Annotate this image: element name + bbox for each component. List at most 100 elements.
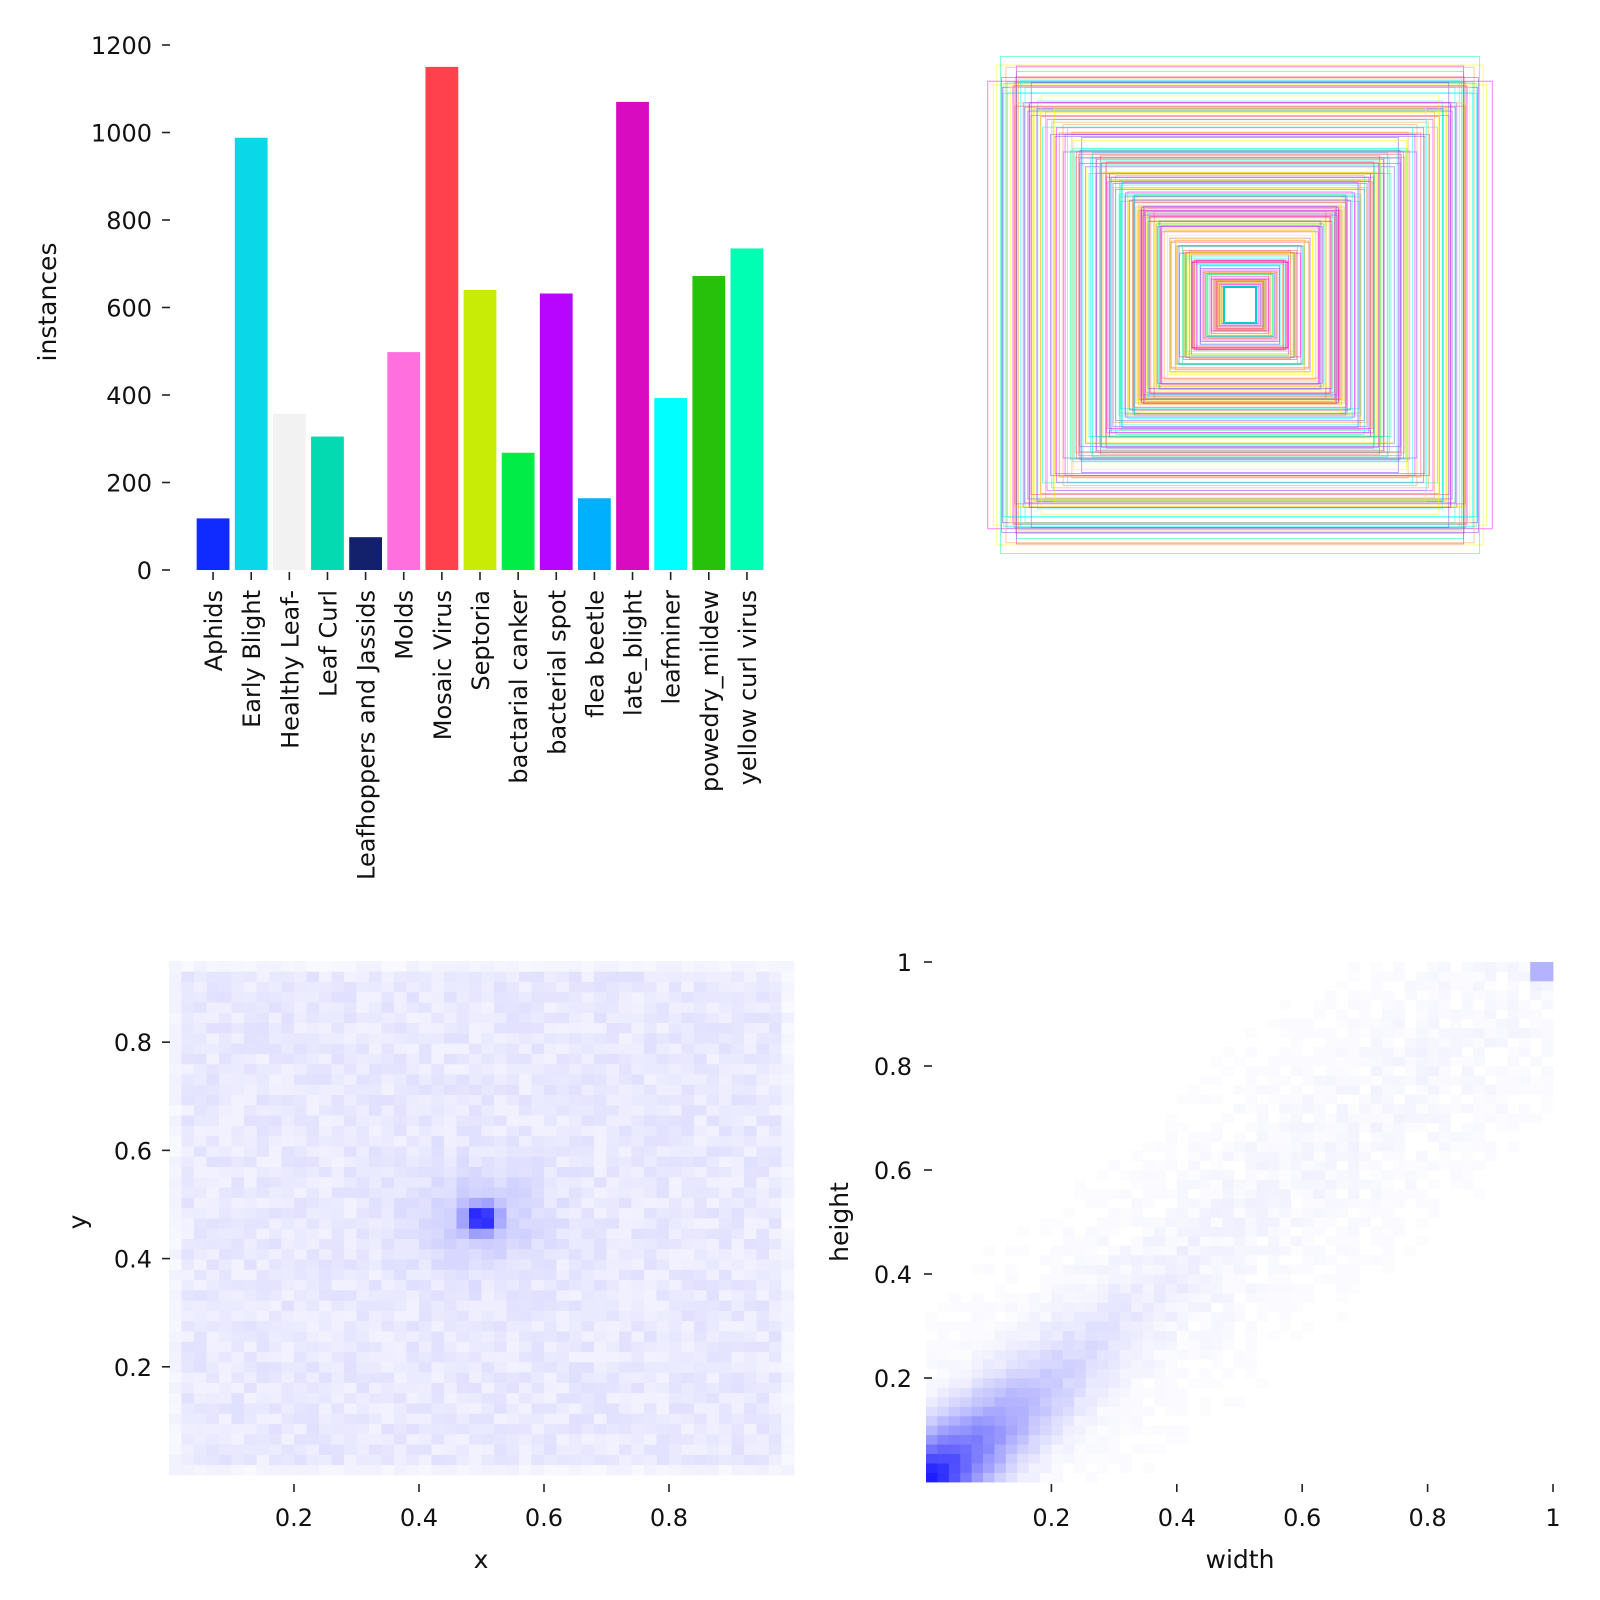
heat-cell [269,961,282,972]
heat-cell [644,1197,657,1209]
heat-cell [606,1176,620,1188]
overlay-box [1210,278,1270,332]
heat-cell [769,1218,782,1229]
heat-cell [1336,1274,1349,1284]
overlay-box [1082,148,1398,462]
heat-cell [344,1320,357,1332]
heat-cell [556,1074,570,1085]
heat-cell [694,1351,707,1363]
heat-cell [356,1197,370,1209]
heat-cell [231,991,245,1003]
heat-cell [206,1433,220,1445]
heat-cell [681,1115,695,1126]
heat-cell [306,1228,320,1239]
heat-cell [1005,1340,1018,1351]
heat-cell [206,1413,220,1424]
heat-cell [494,1341,507,1353]
heat-cell [1279,1056,1292,1067]
overlay-box [1119,179,1361,431]
heat-cell [581,1464,595,1476]
heat-cell [356,1053,370,1065]
heat-cell [731,1187,745,1198]
heat-cell [1416,1198,1428,1209]
heat-cell [506,1310,520,1322]
heat-cell [206,1002,220,1013]
heat-cell [744,1115,757,1126]
heat-cell [971,1359,984,1369]
heat-cell [431,1053,445,1065]
heat-cell [1473,1160,1485,1171]
heat-cell [619,1104,632,1116]
heat-cell [456,971,470,982]
heat-cell [406,1464,420,1476]
heat-cell [394,1248,407,1260]
heat-cell [281,1228,295,1239]
heat-cell [344,1084,357,1096]
heat-cell [1382,1113,1394,1124]
heat-cell [619,1228,632,1239]
heat-cell [294,1166,307,1178]
heat-cell [994,1463,1007,1473]
heat-cell [194,1382,207,1394]
heat-cell [1530,980,1542,991]
heat-cell [494,961,507,972]
heat-cell [1154,1387,1166,1398]
heat-cell [681,991,695,1003]
heat-cell [1302,1151,1314,1161]
heat-cell [331,1454,345,1466]
heat-cell [1222,1330,1235,1341]
overlay-box [1020,79,1460,531]
heat-cell [1461,1103,1474,1114]
heat-cell [494,1382,507,1394]
heat-cell [1040,1255,1052,1265]
heat-cell [469,1187,482,1198]
heat-cell [1336,1170,1349,1180]
heat-cell [983,1264,995,1275]
heat-cell [581,1187,595,1198]
heat-cell [1450,1179,1463,1190]
heat-cell [1222,1274,1235,1284]
heat-cell [469,1259,482,1270]
heat-cell [706,1361,720,1373]
heat-cell [1062,1396,1075,1407]
heat-cell [1005,1330,1018,1341]
heat-cell [231,1454,245,1466]
heat-cell [319,1032,332,1044]
heat-cell [1336,1103,1349,1114]
heat-cell [506,1135,520,1147]
heat-cell [481,1043,495,1054]
heat-cell [1108,1245,1121,1256]
heat-cell [656,1043,670,1054]
heat-cell [494,1187,507,1198]
heat-cell [244,1197,257,1209]
heat-cell [937,1378,950,1388]
heat-cell [1404,1037,1417,1048]
heat-cell [181,1403,195,1414]
heat-cell [781,971,795,982]
heat-cell [306,1156,320,1167]
heat-cell [744,1022,757,1034]
heat-cell [306,1269,320,1281]
heat-cell [1473,1075,1485,1086]
heat-cell [569,1115,582,1126]
heat-cell [219,1197,232,1209]
heat-cell [1325,1037,1337,1048]
heat-cell [1439,1160,1451,1171]
heat-cell [581,1279,595,1291]
heat-cell [744,1156,757,1167]
heat-cell [231,1279,245,1291]
heat-cell [1005,1472,1018,1483]
heat-cell [631,1444,645,1455]
heat-cell [1142,1425,1155,1436]
heat-cell [694,1372,707,1383]
heat-cell [194,1074,207,1085]
heat-cell [1085,1444,1098,1455]
heat-cell [1359,1103,1371,1114]
heat-cell [781,1279,795,1291]
heat-cell [656,1053,670,1065]
heat-cell [619,1382,632,1394]
heat-cell [744,1372,757,1383]
heat-cell [1382,1207,1394,1218]
heat-cell [681,1043,695,1054]
heat-cell [948,1415,961,1426]
